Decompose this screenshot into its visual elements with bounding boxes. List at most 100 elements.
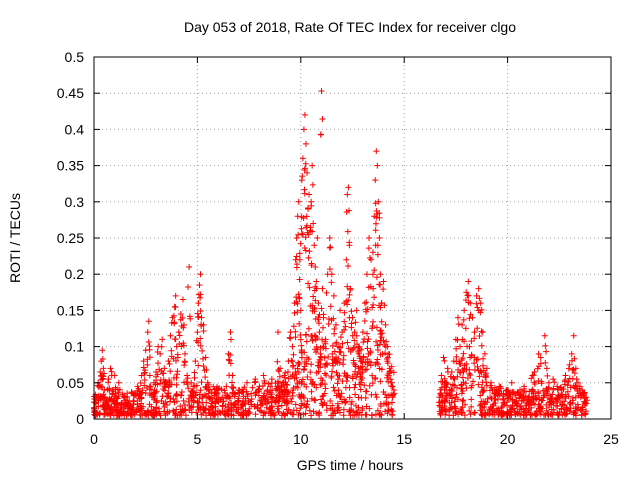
data-point-marker: [491, 396, 498, 403]
data-point-marker: [455, 321, 462, 328]
data-point-marker: [488, 395, 495, 402]
data-point-marker: [329, 342, 336, 349]
data-point-marker: [477, 392, 484, 399]
data-point-marker: [146, 372, 153, 379]
data-point-marker: [453, 345, 460, 352]
data-point-marker: [281, 412, 288, 419]
data-point-marker: [457, 360, 464, 367]
data-point-marker: [299, 376, 306, 383]
data-point-marker: [113, 394, 120, 401]
data-point-marker: [302, 160, 309, 167]
data-point-marker: [317, 350, 324, 357]
data-point-marker: [95, 392, 102, 399]
data-point-marker: [446, 399, 453, 406]
data-point-marker: [467, 411, 474, 418]
data-point-marker: [373, 359, 380, 366]
data-point-marker: [327, 303, 334, 310]
data-point-marker: [374, 251, 381, 258]
data-point-marker: [293, 264, 300, 271]
data-point-marker: [461, 338, 468, 345]
data-point-marker: [244, 379, 251, 386]
data-point-marker: [580, 389, 587, 396]
data-point-marker: [202, 374, 209, 381]
data-point-marker: [498, 404, 505, 411]
data-point-marker: [561, 398, 568, 405]
data-point-marker: [141, 367, 148, 374]
data-point-marker: [289, 358, 296, 365]
data-point-marker: [311, 242, 318, 249]
data-point-marker: [355, 412, 362, 419]
data-point-marker: [501, 411, 508, 418]
data-point-marker: [158, 343, 165, 350]
data-point-marker: [296, 320, 303, 327]
data-point-marker: [369, 380, 376, 387]
data-point-marker: [561, 381, 568, 388]
data-point-marker: [138, 400, 145, 407]
data-point-marker: [340, 412, 347, 419]
data-point-marker: [468, 338, 475, 345]
data-point-marker: [375, 198, 382, 205]
data-point-marker: [225, 411, 232, 418]
data-point-marker: [130, 400, 137, 407]
data-point-marker: [339, 398, 346, 405]
data-point-marker: [462, 401, 469, 408]
data-point-marker: [340, 352, 347, 359]
data-point-marker: [374, 242, 381, 249]
data-point-marker: [512, 390, 519, 397]
data-point-marker: [171, 336, 178, 343]
data-point-marker: [376, 281, 383, 288]
data-point-marker: [256, 407, 263, 414]
data-point-marker: [351, 384, 358, 391]
data-point-marker: [357, 373, 364, 380]
data-point-marker: [318, 88, 325, 95]
data-point-marker: [310, 408, 317, 415]
data-point-marker: [455, 411, 462, 418]
data-point-marker: [378, 334, 385, 341]
data-point-marker: [323, 289, 330, 296]
data-point-marker: [201, 367, 208, 374]
data-point-marker: [99, 355, 106, 362]
data-point-marker: [520, 411, 527, 418]
data-point-marker: [543, 407, 550, 414]
data-point-marker: [311, 396, 318, 403]
data-point-marker: [360, 339, 367, 346]
data-point-marker: [545, 392, 552, 399]
x-tick-label: 15: [396, 431, 412, 447]
data-point-marker: [300, 366, 307, 373]
data-point-marker: [507, 406, 514, 413]
data-point-marker: [153, 404, 160, 411]
data-point-marker: [296, 256, 303, 263]
data-point-marker: [480, 388, 487, 395]
data-point-marker: [318, 396, 325, 403]
data-point-marker: [582, 399, 589, 406]
data-point-marker: [360, 354, 367, 361]
data-point-marker: [535, 350, 542, 357]
data-point-marker: [107, 365, 114, 372]
data-point-marker: [319, 401, 326, 408]
data-point-marker: [369, 372, 376, 379]
data-point-marker: [146, 354, 153, 361]
data-point-marker: [471, 329, 478, 336]
data-point-marker: [312, 297, 319, 304]
data-point-marker: [331, 330, 338, 337]
data-point-marker: [305, 325, 312, 332]
data-point-marker: [557, 393, 564, 400]
data-point-marker: [218, 386, 225, 393]
data-point-marker: [452, 394, 459, 401]
data-point-marker: [574, 379, 581, 386]
data-point-marker: [302, 247, 309, 254]
data-point-marker: [384, 354, 391, 361]
data-point-marker: [511, 405, 518, 412]
data-point-marker: [347, 285, 354, 292]
data-point-marker: [184, 375, 191, 382]
data-point-marker: [192, 358, 199, 365]
data-point-marker: [474, 363, 481, 370]
data-point-marker: [326, 244, 333, 251]
data-point-marker: [366, 358, 373, 365]
data-point-marker: [129, 411, 136, 418]
data-point-marker: [540, 412, 547, 419]
data-point-marker: [308, 395, 315, 402]
data-point-marker: [181, 401, 188, 408]
data-point-marker: [171, 399, 178, 406]
data-point-marker: [309, 228, 316, 235]
